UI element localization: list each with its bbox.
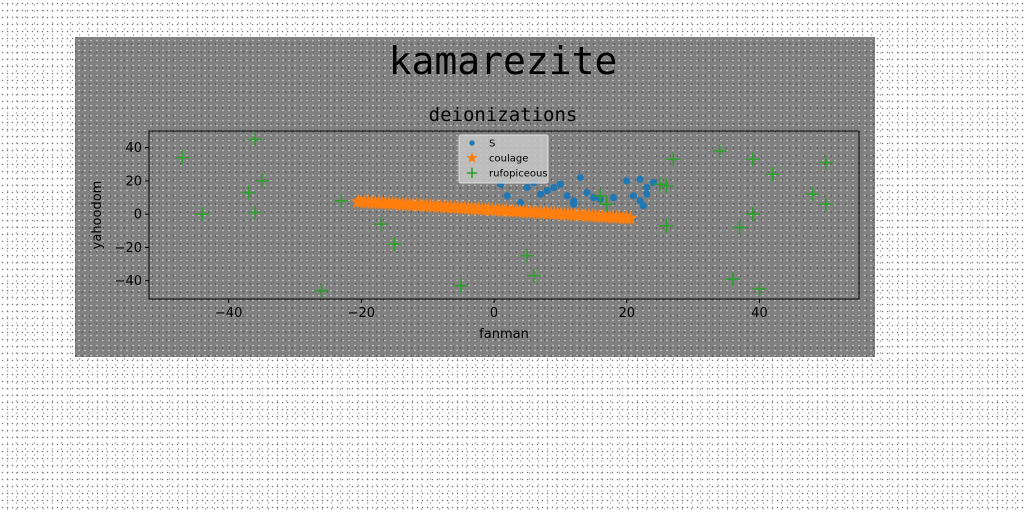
- data-point: [516, 198, 525, 207]
- legend-label: rufopiceous: [489, 169, 548, 180]
- data-point: [593, 188, 608, 203]
- chart-title: deionizations: [429, 104, 578, 126]
- data-point: [334, 193, 349, 208]
- data-point: [175, 150, 190, 165]
- data-point: [623, 177, 631, 185]
- data-point: [195, 207, 210, 222]
- series-S: [497, 173, 657, 210]
- data-point: [643, 183, 651, 192]
- data-point: [725, 272, 740, 287]
- x-tick-label: 40: [751, 306, 768, 321]
- data-point: [629, 192, 637, 200]
- y-tick-label: 20: [125, 174, 142, 189]
- data-point: [374, 217, 389, 232]
- y-tick-label: 40: [125, 141, 142, 156]
- data-point: [818, 155, 833, 170]
- data-point: [765, 167, 780, 182]
- plot-area: [148, 130, 860, 300]
- data-point: [805, 187, 820, 202]
- data-point: [818, 197, 833, 212]
- figure: kamarezite deionizations −40 −20 0 20 40 −40−…: [75, 37, 875, 357]
- data-point: [248, 132, 263, 147]
- legend-box: [458, 134, 549, 184]
- data-point: [636, 175, 644, 183]
- y-axis-label: yahoodom: [90, 181, 105, 250]
- data-point: [712, 143, 727, 158]
- data-point: [523, 183, 531, 192]
- legend-marker: [466, 167, 478, 179]
- x-axis-label: fanman: [479, 327, 529, 342]
- data-point: [556, 180, 565, 188]
- data-point: [589, 193, 598, 202]
- data-point: [570, 200, 578, 208]
- data-point: [576, 173, 584, 182]
- data-point: [503, 192, 511, 200]
- data-point: [248, 205, 263, 220]
- data-point: [583, 188, 591, 197]
- data-point: [752, 282, 767, 297]
- data-point: [543, 187, 551, 195]
- data-point: [550, 183, 558, 192]
- data-point: [666, 152, 681, 167]
- axis-ticks: −40 −20 0 20 40 −40 −20 0 20 40: [115, 141, 768, 321]
- data-point: [609, 193, 618, 202]
- data-point: [563, 192, 571, 200]
- data-point: [387, 237, 402, 252]
- data-point: [643, 190, 651, 198]
- x-tick-label: 0: [490, 306, 498, 321]
- y-tick-label: −20: [115, 241, 142, 256]
- data-point: [453, 278, 468, 293]
- data-point: [659, 178, 674, 193]
- data-point: [241, 185, 256, 200]
- legend-label: S: [489, 139, 495, 150]
- y-tick-label: 0: [134, 208, 142, 223]
- series-rufopiceous: [175, 132, 833, 298]
- figure-suptitle: kamarezite: [389, 39, 618, 83]
- legend-marker: [469, 140, 475, 146]
- data-point: [745, 207, 760, 222]
- data-point: [745, 152, 760, 167]
- x-tick-label: −20: [348, 306, 375, 321]
- data-point: [649, 178, 657, 187]
- data-point: [314, 283, 329, 298]
- y-tick-label: −40: [115, 274, 142, 289]
- data-point: [520, 248, 535, 263]
- scatter-chart: kamarezite deionizations −40 −20 0 20 40−40−…: [90, 39, 860, 342]
- series-coulage: [350, 193, 638, 225]
- x-tick-label: 20: [618, 306, 635, 321]
- data-point: [599, 197, 614, 212]
- data-point: [254, 173, 269, 188]
- data-points: [175, 132, 833, 298]
- data-point: [652, 177, 667, 192]
- data-point: [639, 202, 647, 210]
- x-tick-label: −40: [215, 306, 242, 321]
- data-point: [732, 220, 747, 235]
- data-point: [659, 218, 674, 233]
- data-point: [536, 190, 545, 198]
- data-point: [622, 210, 638, 225]
- legend-marker: [466, 152, 478, 163]
- data-point: [526, 268, 541, 283]
- legend-label: coulage: [489, 154, 528, 165]
